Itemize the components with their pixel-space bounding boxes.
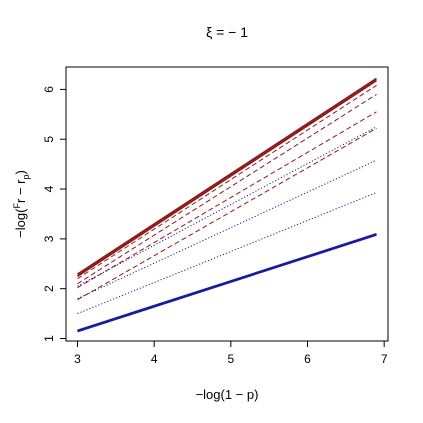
chart-title: ξ = − 1 [206,24,248,40]
y-tick-label: 2 [42,285,56,292]
series-line-6 [77,127,377,301]
x-tick-label: 7 [381,352,388,366]
series-line-9 [77,192,377,315]
x-tick-label: 3 [74,352,81,366]
y-axis-title: −log(Fr − rp) [12,170,31,238]
y-tick-label: 3 [42,235,56,242]
series-line-4 [77,93,377,285]
y-axis-title-r: r [13,198,28,203]
y-axis: 1 2 3 4 5 6 [42,86,67,342]
y-axis-title-main: −log( [13,208,28,238]
x-axis-title: −log(1 − p) [196,387,259,402]
x-tick-label: 6 [304,352,311,366]
y-axis-title-close: ) [13,170,28,174]
series-line-8 [77,159,377,300]
plot-frame [65,66,389,342]
y-tick-label: 1 [42,335,56,342]
series-line-7 [77,126,377,287]
y-axis-title-sub-p: p [21,175,31,180]
series-line-10 [77,233,377,332]
y-tick-label: 5 [42,136,56,143]
y-axis-title-sub-r: r [13,179,28,184]
series-line-2 [77,79,377,277]
series-line-3 [77,84,377,280]
series-line-5 [77,111,377,289]
series-line-1 [77,77,377,275]
y-axis-title-sup: F [12,203,22,209]
x-tick-label: 4 [151,352,158,366]
y-tick-label: 4 [42,185,56,192]
series-layer [77,77,377,333]
y-axis-title-minus: − [13,184,28,199]
series-line-11 [77,234,377,333]
x-axis: 3 4 5 6 7 [74,340,388,366]
x-tick-label: 5 [227,352,234,366]
y-tick-label: 6 [42,86,56,93]
